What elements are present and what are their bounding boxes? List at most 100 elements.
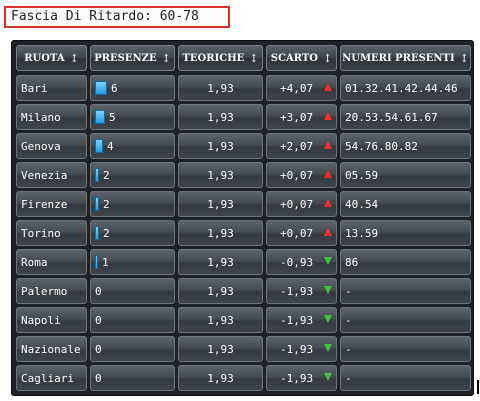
cell-teoriche: 1,93: [178, 162, 263, 188]
header-presenze[interactable]: PRESENZE ↕: [90, 45, 175, 71]
presence-value: 0: [95, 313, 102, 327]
presence-value: 2: [103, 168, 110, 182]
ruota-value: Torino: [21, 226, 61, 240]
presence-value: 5: [109, 110, 116, 124]
scarto-value: -1,93: [280, 284, 314, 298]
cell-numeri: 01.32.41.42.44.46: [340, 75, 471, 101]
sort-icon[interactable]: ↕: [249, 51, 259, 65]
cell-presenze: 2: [90, 191, 175, 217]
cell-teoriche: 1,93: [178, 249, 263, 275]
scarto-value: -1,93: [280, 313, 314, 327]
presence-bar: [95, 226, 99, 240]
teoriche-value: 1,93: [207, 255, 234, 269]
header-label: TEORICHE: [182, 52, 245, 64]
arrow-down-icon: [324, 315, 332, 323]
cell-numeri: -: [340, 278, 471, 304]
arrow-down-icon: [324, 373, 332, 381]
teoriche-value: 1,93: [207, 110, 234, 124]
cell-numeri: 13.59: [340, 220, 471, 246]
scarto-value: +4,07: [280, 81, 314, 95]
cell-scarto: -1,93: [266, 278, 337, 304]
cell-scarto: +0,07: [266, 191, 337, 217]
scarto-value: +3,07: [280, 110, 314, 124]
ruota-value: Nazionale: [21, 342, 81, 356]
cell-presenze: 4: [90, 133, 175, 159]
ruota-value: Milano: [21, 110, 61, 124]
scarto-value: -0,93: [280, 255, 314, 269]
presence-value: 4: [107, 139, 114, 153]
cell-ruota: Milano: [16, 104, 87, 130]
sort-icon[interactable]: ↕: [459, 51, 469, 65]
presence-bar: [95, 81, 107, 95]
header-ruota[interactable]: RUOTA ↕: [16, 45, 87, 71]
arrow-down-icon: [324, 286, 332, 294]
presence-value: 2: [103, 226, 110, 240]
scarto-value: +2,07: [280, 139, 314, 153]
scarto-value: +0,07: [280, 197, 314, 211]
ruota-value: Genova: [21, 139, 61, 153]
sort-icon[interactable]: ↕: [69, 51, 79, 65]
sort-icon[interactable]: ↕: [323, 51, 333, 65]
cell-teoriche: 1,93: [178, 104, 263, 130]
header-label: NUMERI PRESENTI: [342, 52, 455, 64]
results-table: RUOTA ↕ PRESENZE ↕ TEORICHE ↕ SCARTO ↕ NUMERI PR…: [11, 40, 474, 396]
range-title: Fascia Di Ritardo: 60-78: [4, 6, 230, 28]
header-teoriche[interactable]: TEORICHE ↕: [178, 45, 263, 71]
cell-scarto: +0,07: [266, 162, 337, 188]
sort-icon[interactable]: ↕: [161, 51, 171, 65]
cell-ruota: Venezia: [16, 162, 87, 188]
arrow-up-icon: [324, 112, 332, 120]
cell-numeri: 40.54: [340, 191, 471, 217]
cell-teoriche: 1,93: [178, 365, 263, 391]
numeri-value: 05.59: [345, 168, 379, 182]
numeri-value: -: [345, 342, 352, 356]
numeri-value: 20.53.54.61.67: [345, 110, 438, 124]
cell-teoriche: 1,93: [178, 191, 263, 217]
presence-bar: [95, 110, 105, 124]
cell-numeri: 20.53.54.61.67: [340, 104, 471, 130]
numeri-value: 86: [345, 255, 359, 269]
cell-numeri: -: [340, 307, 471, 333]
text-cursor: [477, 380, 479, 394]
presence-value: 0: [95, 284, 102, 298]
cell-ruota: Napoli: [16, 307, 87, 333]
cell-scarto: +3,07: [266, 104, 337, 130]
teoriche-value: 1,93: [207, 371, 234, 385]
scarto-value: -1,93: [280, 342, 314, 356]
presence-value: 2: [103, 197, 110, 211]
arrow-up-icon: [324, 199, 332, 207]
cell-numeri: -: [340, 336, 471, 362]
presence-value: 0: [95, 342, 102, 356]
ruota-value: Roma: [21, 255, 48, 269]
presence-bar: [95, 168, 99, 182]
numeri-value: 40.54: [345, 197, 379, 211]
cell-ruota: Torino: [16, 220, 87, 246]
cell-ruota: Roma: [16, 249, 87, 275]
numeri-value: -: [345, 371, 352, 385]
arrow-down-icon: [324, 344, 332, 352]
header-label: PRESENZE: [94, 52, 157, 64]
header-scarto[interactable]: SCARTO ↕: [266, 45, 337, 71]
cell-ruota: Bari: [16, 75, 87, 101]
presence-value: 0: [95, 371, 102, 385]
arrow-up-icon: [324, 83, 332, 91]
arrow-down-icon: [324, 257, 332, 265]
numeri-value: 13.59: [345, 226, 379, 240]
teoriche-value: 1,93: [207, 197, 234, 211]
teoriche-value: 1,93: [207, 81, 234, 95]
teoriche-value: 1,93: [207, 139, 234, 153]
scarto-value: -1,93: [280, 371, 314, 385]
arrow-up-icon: [324, 170, 332, 178]
arrow-up-icon: [324, 228, 332, 236]
cell-teoriche: 1,93: [178, 133, 263, 159]
cell-numeri: -: [340, 365, 471, 391]
cell-numeri: 86: [340, 249, 471, 275]
cell-ruota: Firenze: [16, 191, 87, 217]
cell-scarto: +4,07: [266, 75, 337, 101]
teoriche-value: 1,93: [207, 313, 234, 327]
cell-presenze: 1: [90, 249, 175, 275]
header-numeri[interactable]: NUMERI PRESENTI ↕: [340, 45, 471, 71]
teoriche-value: 1,93: [207, 342, 234, 356]
ruota-value: Bari: [21, 81, 48, 95]
cell-scarto: -1,93: [266, 307, 337, 333]
